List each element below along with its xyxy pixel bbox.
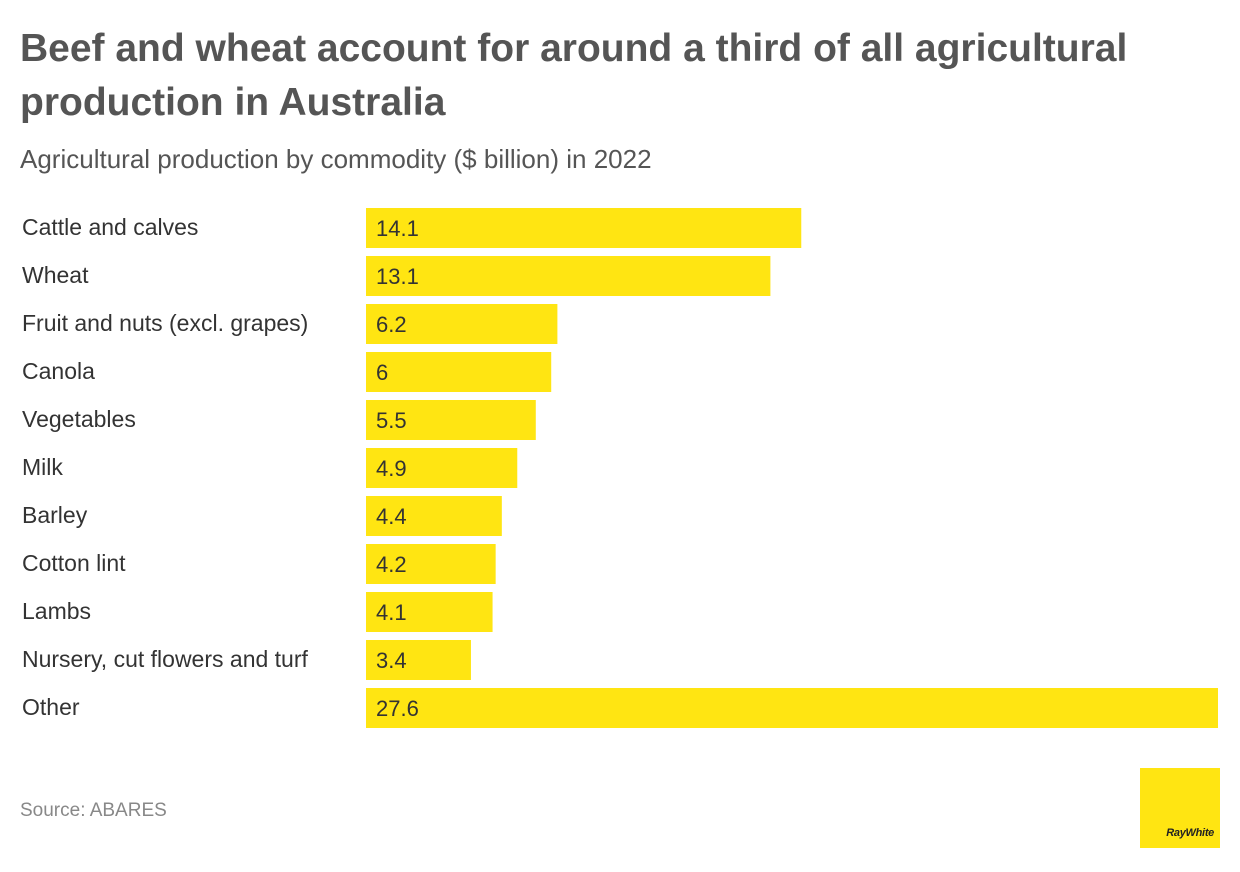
value-label: 13.1: [376, 264, 419, 289]
bar: [366, 400, 536, 440]
chart-title: Beef and wheat account for around a thir…: [20, 27, 1128, 124]
chart-rows: Cattle and calves 14.1 Wheat 13.1 Fruit and …: [22, 208, 1218, 728]
category-label: Other: [22, 694, 80, 720]
ray-white-logo: RayWhite: [1140, 768, 1220, 848]
value-label: 6.2: [376, 312, 407, 337]
bar: [366, 256, 771, 296]
category-label: Milk: [22, 454, 63, 480]
value-label: 4.2: [376, 552, 407, 577]
source-note: Source: ABARES: [20, 800, 167, 821]
value-label: 14.1: [376, 216, 419, 241]
value-label: 6: [376, 360, 388, 385]
bar: [366, 208, 802, 248]
logo-text: RayWhite: [1166, 827, 1214, 839]
category-label: Vegetables: [22, 406, 136, 432]
value-label: 4.1: [376, 600, 407, 625]
value-label: 4.4: [376, 504, 407, 529]
category-label: Nursery, cut flowers and turf: [22, 646, 309, 672]
value-label: 3.4: [376, 648, 407, 673]
value-label: 5.5: [376, 408, 407, 433]
category-label: Canola: [22, 358, 95, 384]
category-label: Fruit and nuts (excl. grapes): [22, 310, 308, 336]
bar: [366, 640, 471, 680]
bar: [366, 544, 496, 584]
value-label: 4.9: [376, 456, 407, 481]
value-label: 27.6: [376, 696, 419, 721]
category-label: Lambs: [22, 598, 91, 624]
category-label: Cotton lint: [22, 550, 126, 576]
bar: [366, 304, 558, 344]
category-label: Wheat: [22, 262, 89, 288]
chart-subtitle: Agricultural production by commodity ($ …: [20, 144, 652, 174]
bar: [366, 352, 552, 392]
bar: [366, 448, 518, 488]
category-label: Barley: [22, 502, 88, 528]
category-label: Cattle and calves: [22, 214, 198, 240]
bar: [366, 592, 493, 632]
bar: [366, 496, 502, 536]
bar: [366, 688, 1218, 728]
